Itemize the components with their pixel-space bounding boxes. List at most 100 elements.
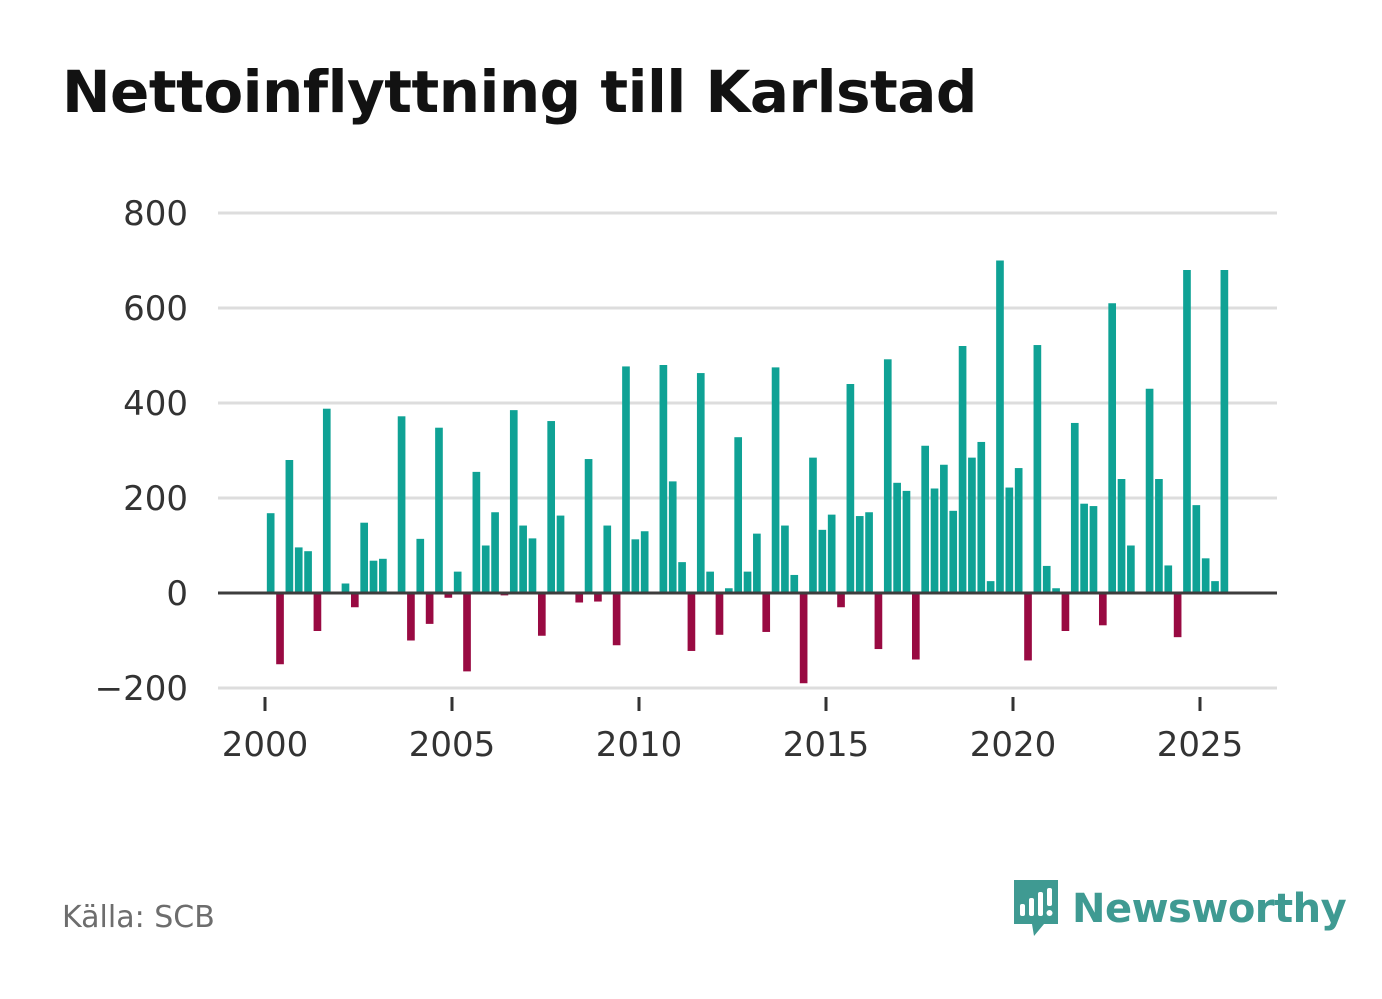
bar xyxy=(1005,487,1014,593)
bar xyxy=(1173,593,1182,638)
bar xyxy=(556,515,565,593)
bar xyxy=(799,593,808,684)
bar xyxy=(640,531,649,593)
bar xyxy=(1080,503,1088,593)
bar xyxy=(715,593,724,635)
bar xyxy=(509,410,518,594)
bar xyxy=(416,538,425,593)
bar xyxy=(659,365,668,593)
bar xyxy=(696,373,705,593)
bar xyxy=(350,593,359,608)
bar xyxy=(294,547,303,593)
bar xyxy=(986,581,995,594)
bar xyxy=(1117,479,1126,593)
bar xyxy=(584,459,593,593)
x-axis: 2000 2005 2010 2015 2020 2025 xyxy=(222,697,1244,765)
bar xyxy=(781,525,789,593)
bar xyxy=(949,510,958,593)
bar xyxy=(911,593,920,660)
chart-title: Nettoinflyttning till Karlstad xyxy=(62,58,977,126)
bar xyxy=(603,525,612,593)
bar xyxy=(902,490,911,594)
y-tick-label: 400 xyxy=(123,384,188,424)
bar xyxy=(771,367,780,594)
bar xyxy=(809,457,817,594)
bar xyxy=(827,514,836,594)
source-label: Källa: SCB xyxy=(62,900,215,935)
bar xyxy=(631,539,640,593)
bar xyxy=(1183,270,1191,593)
bar xyxy=(1024,593,1032,661)
bar xyxy=(472,471,481,594)
bar xyxy=(790,574,799,593)
y-tick-label: −200 xyxy=(95,669,188,709)
x-tick-label: 2010 xyxy=(596,725,683,765)
bar xyxy=(940,464,948,593)
bar xyxy=(575,593,584,603)
bar xyxy=(865,512,873,593)
bar xyxy=(874,593,883,650)
bar xyxy=(968,457,976,594)
bar xyxy=(1042,565,1051,593)
bar xyxy=(369,560,378,593)
brand-name: Newsworthy xyxy=(1072,886,1347,932)
bar xyxy=(491,512,499,593)
brand-logo[interactable]: Newsworthy xyxy=(1010,878,1347,940)
bar xyxy=(837,593,845,608)
bar xyxy=(463,593,471,672)
bar xyxy=(1164,565,1173,593)
bar xyxy=(1033,345,1042,593)
bar xyxy=(453,571,462,594)
y-tick-label: 800 xyxy=(123,194,188,234)
bar xyxy=(818,529,827,593)
x-tick-label: 2020 xyxy=(970,725,1057,765)
bar xyxy=(407,593,415,641)
x-tick-label: 2025 xyxy=(1157,725,1244,765)
bar xyxy=(743,571,752,594)
bar xyxy=(678,562,686,594)
bars xyxy=(266,260,1229,684)
bar xyxy=(846,384,855,593)
bar xyxy=(1052,588,1060,593)
bar xyxy=(1098,593,1107,626)
bar xyxy=(313,593,322,631)
bar xyxy=(360,522,369,593)
bar xyxy=(444,593,453,598)
bar xyxy=(1220,270,1229,593)
bar xyxy=(341,583,350,593)
y-tick-label: 0 xyxy=(166,574,188,614)
y-axis-tick-labels: −200 0 200 400 600 800 xyxy=(95,194,188,709)
bar xyxy=(724,588,733,593)
bar xyxy=(1145,388,1154,593)
bar xyxy=(435,427,443,593)
bar xyxy=(528,538,537,594)
bar xyxy=(996,260,1004,593)
bar xyxy=(285,460,294,593)
bar xyxy=(622,366,630,593)
bar xyxy=(379,558,387,593)
bar xyxy=(762,593,771,632)
bar xyxy=(1061,593,1070,631)
bar xyxy=(1192,505,1201,594)
gridlines xyxy=(218,211,1277,690)
bar xyxy=(519,525,527,593)
bar xyxy=(687,593,696,651)
bar xyxy=(304,551,312,593)
bar xyxy=(883,359,892,593)
bar xyxy=(1127,545,1135,593)
bar xyxy=(1155,479,1163,593)
bar xyxy=(481,545,490,593)
bar xyxy=(753,533,761,594)
bar xyxy=(1211,581,1219,594)
bar xyxy=(958,346,967,593)
x-tick-label: 2000 xyxy=(222,725,309,765)
bar xyxy=(322,408,331,593)
bar xyxy=(547,421,556,593)
bar xyxy=(1014,468,1023,593)
bar xyxy=(1201,558,1210,593)
bar xyxy=(594,593,602,602)
x-tick-label: 2015 xyxy=(783,725,870,765)
x-tick-label: 2005 xyxy=(409,725,496,765)
bar xyxy=(921,445,930,593)
